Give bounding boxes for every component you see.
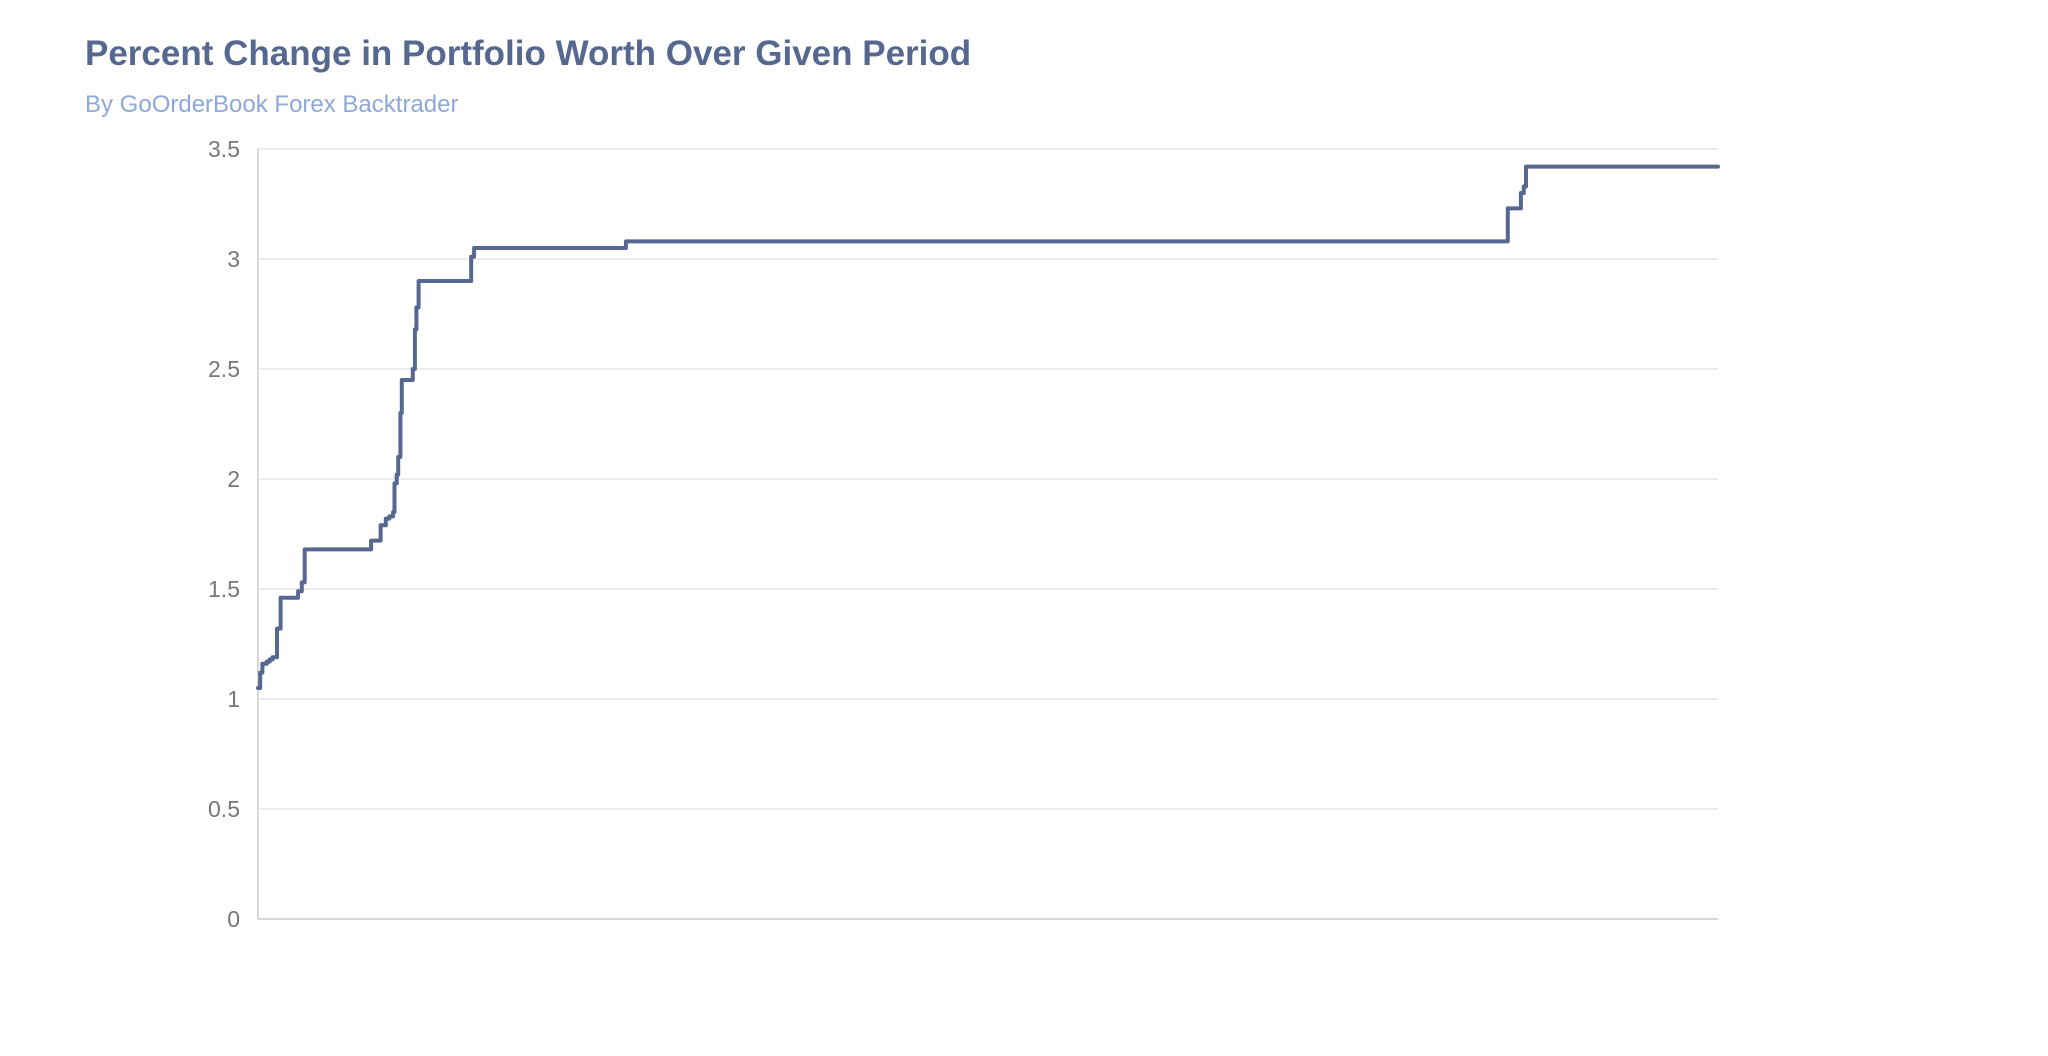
y-tick-label: 3.5 (208, 136, 240, 162)
y-tick-label: 0 (227, 906, 240, 932)
series-line (256, 164, 1720, 690)
y-tick-label: 0.5 (208, 796, 240, 822)
chart-title: Percent Change in Portfolio Worth Over G… (85, 34, 972, 73)
y-tick-label: 1.5 (208, 576, 240, 602)
y-tick-label: 2 (227, 466, 240, 492)
y-tick-label: 1 (227, 686, 240, 712)
series-layer (256, 164, 1720, 690)
chart-subtitle: By GoOrderBook Forex Backtrader (85, 91, 459, 118)
y-axis-tick-labels: 0 0.5 1 1.5 2 2.5 3 3.5 (208, 136, 240, 932)
y-tick-label: 2.5 (208, 356, 240, 382)
axes (257, 149, 1718, 920)
gridlines (258, 148, 1718, 810)
y-tick-label: 3 (227, 246, 240, 272)
